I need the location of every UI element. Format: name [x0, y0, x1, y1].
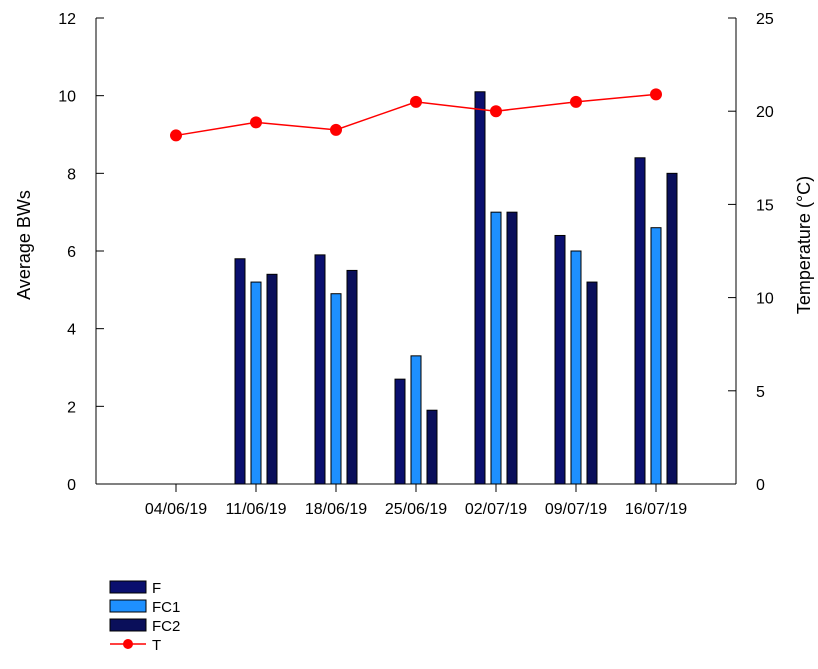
bar-fc2 — [506, 211, 518, 485]
point-t — [490, 105, 502, 118]
x-tick-label: 02/07/19 — [465, 501, 527, 518]
y2-tick-label: 25 — [756, 11, 774, 28]
y-tick-label: 2 — [67, 399, 76, 416]
bar-fc2 — [346, 269, 358, 485]
bar-fc1 — [570, 250, 582, 485]
bar-f — [234, 258, 246, 485]
legend: F FC1 FC2 T — [109, 580, 180, 654]
bar-fc1 — [490, 211, 502, 485]
legend-swatch-f — [109, 580, 147, 594]
y-tick-label: 4 — [67, 322, 76, 339]
y2-tick-label: 5 — [756, 384, 765, 401]
bar-fc1 — [410, 355, 422, 485]
y-tick-label: 0 — [67, 477, 76, 494]
bar-fc2 — [426, 409, 438, 485]
y-axis-label: Average BWs — [14, 190, 34, 300]
x-tick-label: 04/06/19 — [145, 501, 207, 518]
bar-fc1 — [250, 281, 262, 485]
x-tick-label: 09/07/19 — [545, 501, 607, 518]
y2-tick-label: 0 — [756, 477, 765, 494]
legend-label-fc1: FC1 — [152, 599, 180, 616]
y2-tick-label: 15 — [756, 197, 774, 214]
bar-f — [474, 91, 486, 485]
bar-f — [634, 157, 646, 485]
x-tick-label: 16/07/19 — [625, 501, 687, 518]
x-tick-label: 25/06/19 — [385, 501, 447, 518]
y2-tick-label: 10 — [756, 291, 774, 308]
bar-fc1 — [330, 293, 342, 485]
y2-axis-label: Temperature (°C) — [794, 176, 814, 314]
y-tick-label: 12 — [58, 11, 76, 28]
point-t — [410, 95, 422, 108]
bar-fc1 — [650, 227, 662, 485]
y-tick-label: 6 — [67, 244, 76, 261]
legend-swatch-fc1 — [109, 599, 147, 613]
bar-f — [394, 378, 406, 485]
bar-f — [314, 254, 326, 485]
point-t — [650, 88, 662, 101]
y-tick-label: 10 — [58, 89, 76, 106]
legend-label-fc2: FC2 — [152, 618, 180, 635]
bar-f — [554, 234, 566, 485]
x-tick-label: 18/06/19 — [305, 501, 367, 518]
bar-fc2 — [266, 273, 278, 485]
legend-marker-t — [123, 639, 133, 649]
bar-fc2 — [586, 281, 598, 485]
bar-fc2 — [666, 172, 678, 485]
point-t — [250, 116, 262, 129]
legend-label-t: T — [152, 637, 161, 654]
plot-area: 0 2 4 6 8 10 12 0 5 10 15 20 25 04/06/19 11/06/19 18/06… — [58, 11, 774, 518]
y2-tick-label: 20 — [756, 104, 774, 121]
point-t — [170, 129, 182, 142]
y-tick-label: 8 — [67, 166, 76, 183]
point-t — [570, 95, 582, 108]
legend-swatch-fc2 — [109, 618, 147, 632]
point-t — [330, 123, 342, 136]
legend-label-f: F — [152, 580, 161, 597]
x-tick-label: 11/06/19 — [225, 501, 286, 518]
